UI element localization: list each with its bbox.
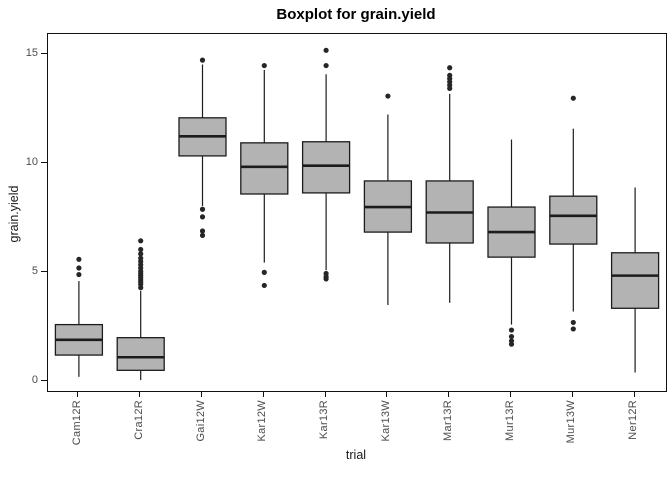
y-tick-label: 10 — [25, 156, 38, 169]
chart-title: Boxplot for grain.yield — [276, 6, 436, 23]
outlier-point — [385, 93, 391, 99]
x-tick-label: Cam12R — [70, 400, 83, 446]
x-tick-mark — [77, 391, 79, 397]
iqr-box — [549, 195, 598, 245]
y-tick-label: 15 — [25, 47, 38, 60]
x-tick-mark — [633, 391, 635, 397]
x-tick-label: Cra12R — [132, 400, 145, 440]
iqr-box — [116, 337, 165, 371]
y-tick-mark — [41, 53, 47, 55]
outlier-point — [261, 269, 267, 275]
outlier-point — [261, 282, 267, 289]
outlier-point — [323, 276, 329, 282]
outlier-point — [138, 251, 144, 257]
x-tick-label: Mar13R — [441, 400, 454, 441]
outlier-point — [76, 256, 82, 262]
x-tick-label: Kar12W — [256, 400, 269, 442]
outlier-point — [138, 255, 144, 261]
y-tick-mark — [41, 162, 47, 164]
x-tick-label: Mur13R — [503, 400, 516, 441]
outlier-point — [138, 246, 144, 253]
iqr-box — [610, 252, 660, 309]
outlier-point — [323, 47, 329, 53]
y-tick-label: 5 — [31, 264, 38, 277]
x-tick-mark — [262, 391, 264, 397]
outlier-point — [570, 319, 576, 326]
outlier-point — [447, 65, 453, 71]
y-tick-mark — [41, 379, 47, 381]
x-axis-label: trial — [345, 448, 367, 462]
outlier-point — [323, 62, 329, 69]
outlier-point — [199, 214, 206, 220]
x-tick-mark — [386, 391, 388, 397]
outlier-point — [508, 333, 515, 340]
iqr-box — [301, 141, 351, 194]
iqr-box — [240, 142, 289, 195]
outlier-point — [199, 232, 206, 238]
outlier-point — [508, 341, 515, 347]
x-tick-mark — [571, 391, 573, 397]
outlier-point — [138, 238, 144, 244]
y-axis-label: grain.yield — [7, 185, 21, 243]
outlier-point — [570, 95, 576, 101]
x-tick-label: Kar13R — [318, 400, 331, 440]
x-tick-label: Mur13W — [565, 400, 578, 444]
plot-panel — [47, 33, 667, 392]
x-tick-mark — [324, 391, 326, 397]
outlier-point — [508, 327, 515, 333]
y-tick-mark — [41, 270, 47, 272]
x-tick-label: Ner12R — [627, 400, 640, 440]
y-tick-label: 0 — [31, 373, 38, 386]
x-tick-mark — [201, 391, 202, 397]
outlier-point — [76, 265, 82, 271]
x-tick-label: Kar13W — [379, 400, 392, 442]
x-tick-label: Gai12W — [194, 400, 207, 442]
outlier-point — [447, 85, 453, 92]
outlier-point — [570, 326, 576, 332]
outlier-point — [199, 206, 206, 212]
outlier-point — [199, 228, 206, 234]
boxplot-canvas — [54, 47, 660, 381]
x-tick-mark — [448, 391, 450, 397]
outlier-point — [199, 57, 206, 63]
outlier-point — [261, 62, 267, 69]
x-tick-mark — [139, 391, 141, 397]
x-tick-mark — [510, 391, 511, 397]
outlier-point — [76, 271, 82, 278]
